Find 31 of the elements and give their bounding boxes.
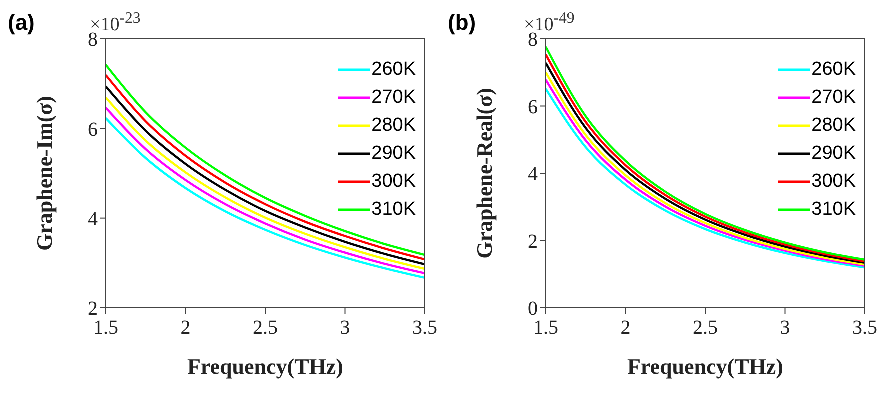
- legend-label: 260K: [812, 59, 856, 81]
- legend-label: 290K: [812, 143, 856, 165]
- x-tick-label: 3.5: [412, 317, 438, 340]
- y-axis-title: Graphene-Real(σ): [472, 88, 497, 259]
- x-tick-label: 2: [180, 317, 191, 340]
- x-tick-label: 3.5: [852, 317, 878, 340]
- legend-label: 260K: [372, 59, 416, 81]
- legend-label: 280K: [812, 115, 856, 137]
- y-tick-label: 4: [528, 164, 538, 186]
- x-tick-label: 3: [780, 317, 790, 340]
- legend-label: 270K: [372, 87, 416, 109]
- legend-label: 290K: [372, 143, 416, 165]
- y-tick-label: 2: [528, 230, 538, 253]
- y-axis-title: Graphene-Im(σ): [32, 96, 57, 251]
- y-tick-label: 6: [88, 118, 98, 141]
- x-tick-label: 3: [340, 317, 350, 340]
- legend-label: 300K: [372, 171, 416, 193]
- legend-label: 280K: [372, 115, 416, 137]
- chart-title: (b): [448, 10, 476, 36]
- chart-title: (a): [8, 10, 35, 36]
- legend-label: 270K: [812, 87, 856, 109]
- x-tick-label: 2: [620, 317, 631, 340]
- legend-label: 300K: [812, 171, 856, 193]
- legend-label: 310K: [812, 199, 856, 221]
- x-axis-title: Frequency(THz): [187, 354, 344, 379]
- x-tick-label: 2.5: [253, 317, 278, 340]
- y-tick-label: 6: [528, 96, 538, 118]
- x-tick-label: 2.5: [693, 317, 718, 340]
- legend-label: 310K: [372, 199, 416, 221]
- y-tick-label: 4: [88, 208, 98, 230]
- x-axis-title: Frequency(THz): [627, 354, 784, 379]
